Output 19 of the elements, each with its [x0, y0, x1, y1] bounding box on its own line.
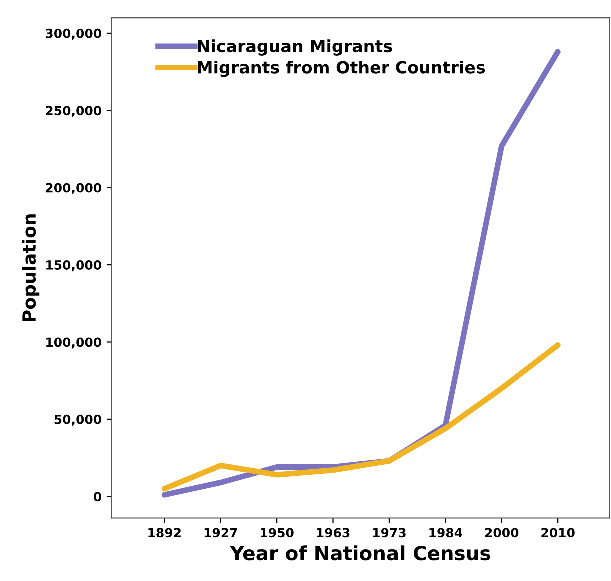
- x-tick-label: 1927: [204, 528, 238, 538]
- x-tick-label: 1984: [430, 528, 462, 538]
- y-tick-label: 50,000: [54, 414, 102, 426]
- y-axis-title: Population: [22, 214, 40, 322]
- x-tick-label: 1892: [148, 528, 181, 538]
- y-tick-label: 100,000: [46, 338, 102, 349]
- x-tick-label: 1950: [261, 528, 294, 538]
- y-tick-label: 150,000: [46, 260, 102, 272]
- x-tick-label: 2010: [542, 528, 575, 538]
- y-tick-label: 250,000: [46, 106, 102, 118]
- x-tick-label: 1973: [373, 528, 406, 538]
- legend-label: Nicaraguan Migrants: [198, 40, 392, 56]
- y-tick-label: 300,000: [46, 28, 102, 40]
- y-tick-label: 200,000: [46, 183, 102, 194]
- x-tick-label: 1963: [317, 528, 350, 538]
- x-tick-label: 2000: [485, 528, 519, 538]
- y-tick-label: 0: [94, 492, 102, 502]
- legend-label: Migrants from Other Countries: [198, 60, 486, 78]
- x-axis-title: Year of National Census: [230, 546, 490, 561]
